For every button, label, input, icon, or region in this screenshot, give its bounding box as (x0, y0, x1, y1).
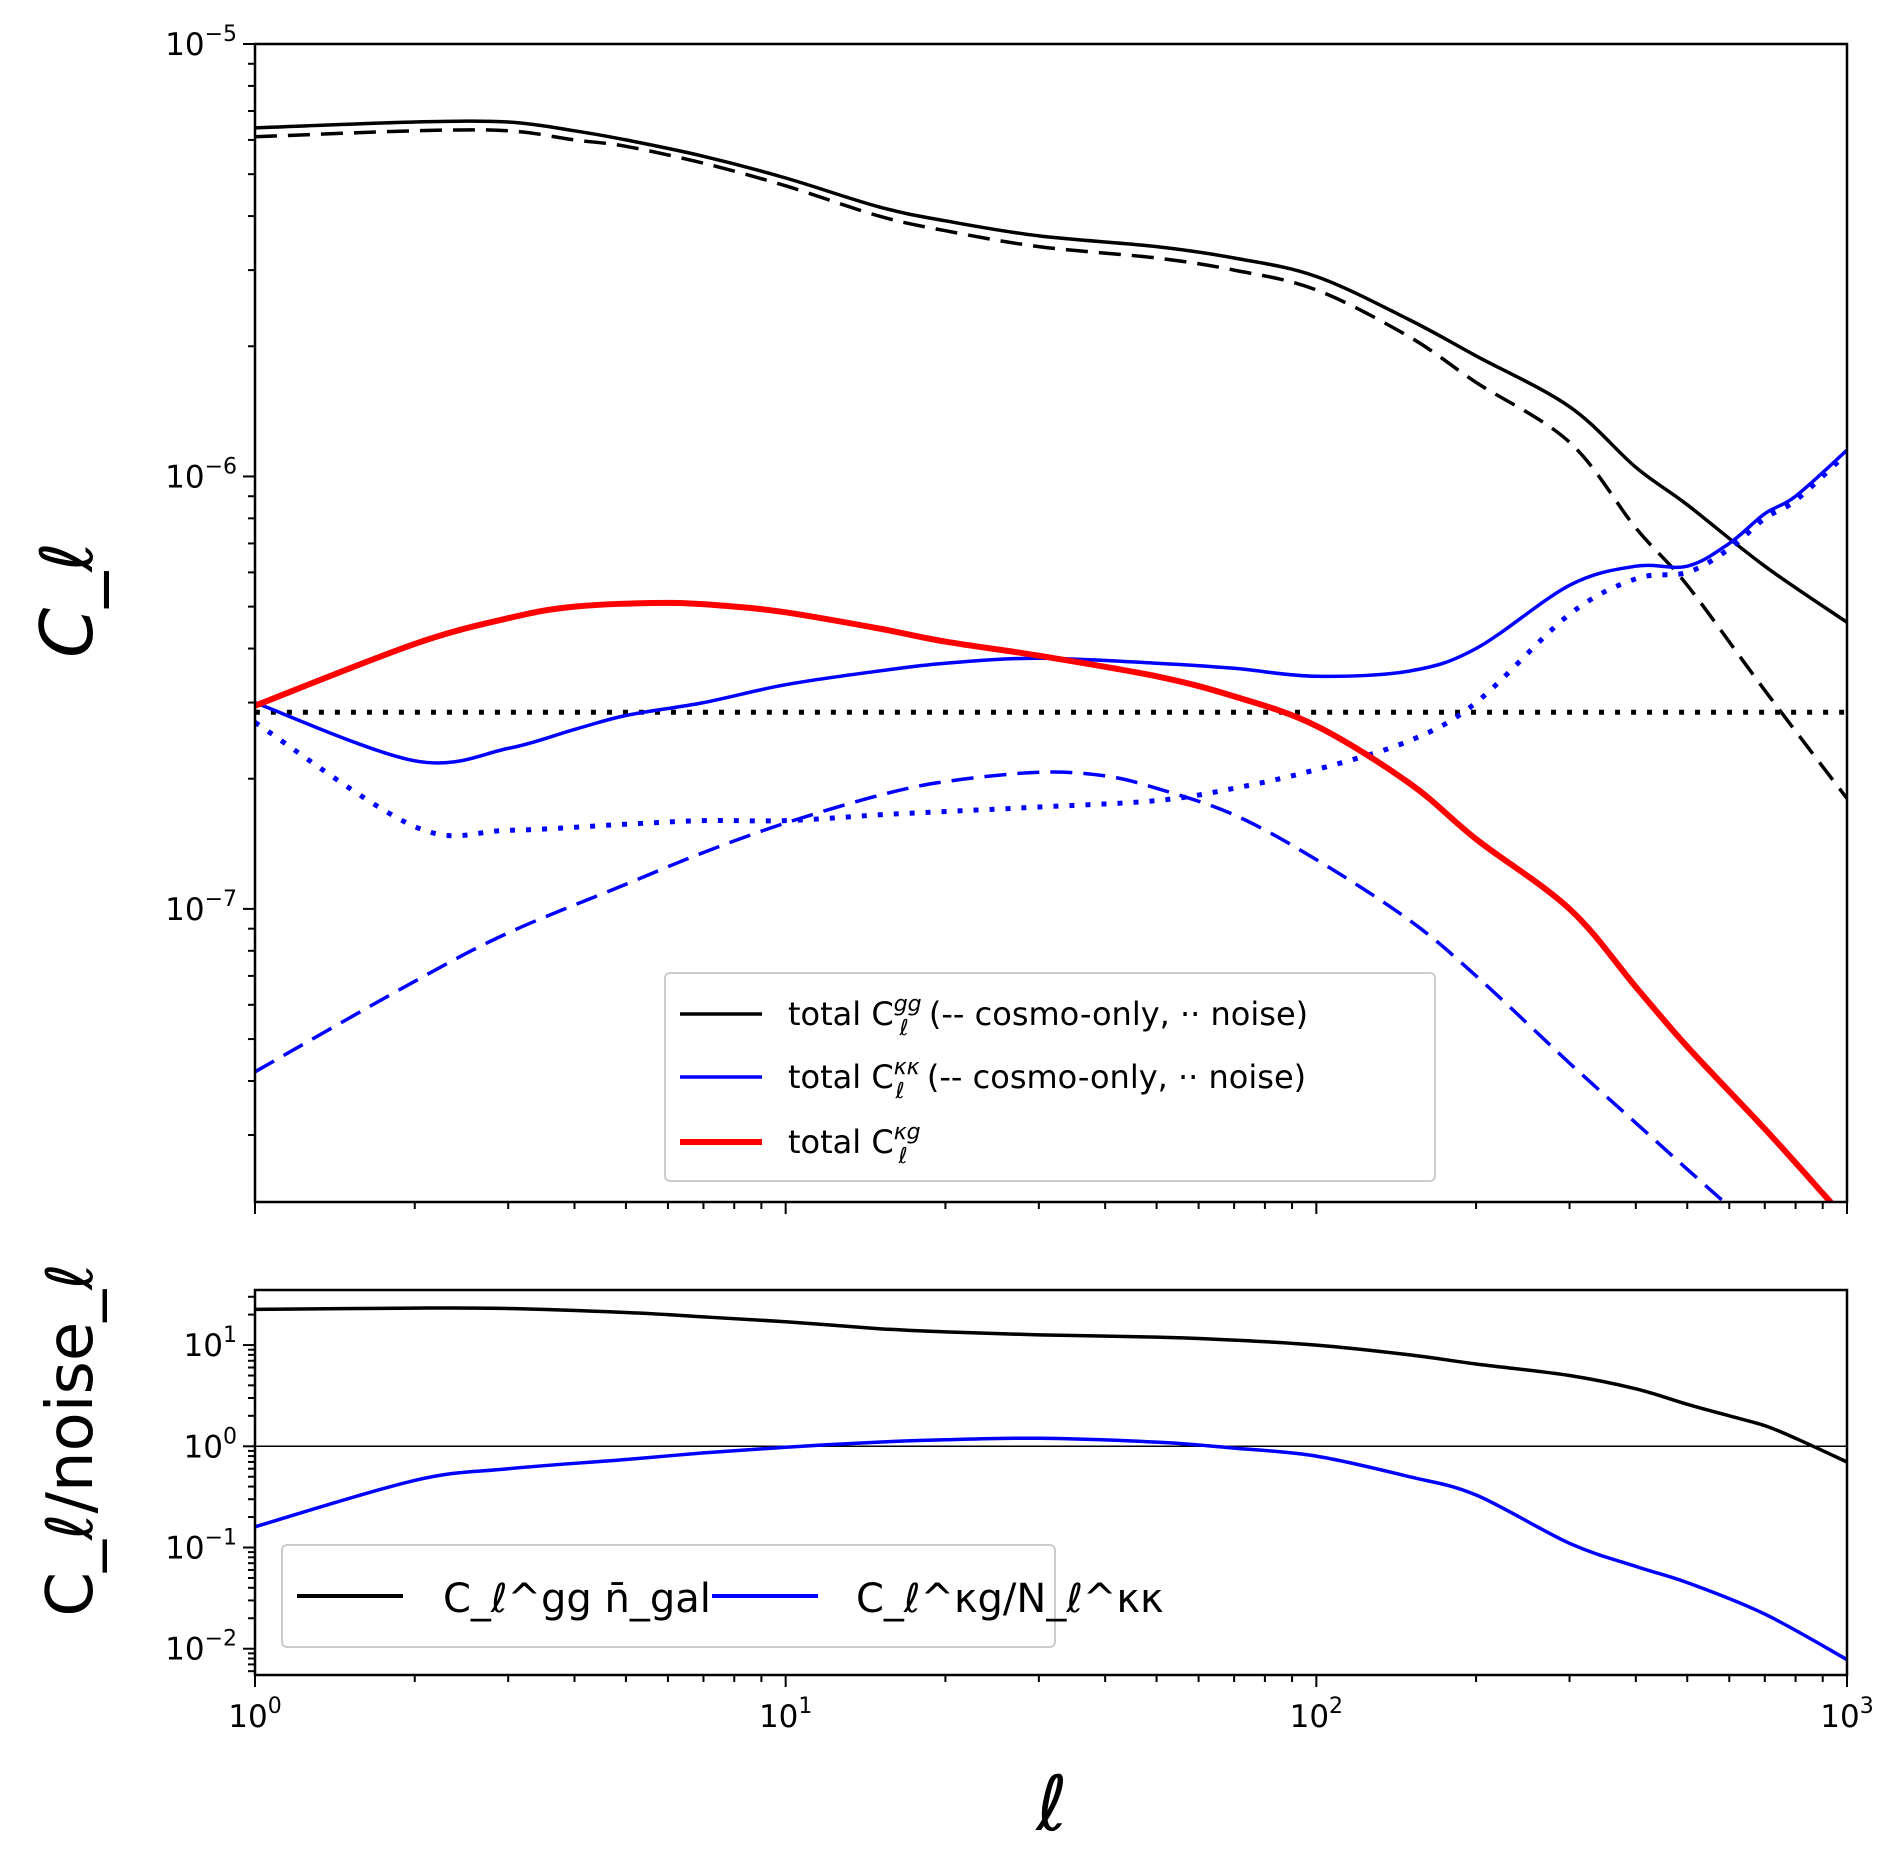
series-kk-total (255, 448, 1847, 765)
top-ytick-label: 10−5 (165, 22, 237, 63)
top-ytick-label: 10−7 (165, 887, 237, 928)
legend-label-gg: total Cgg ℓ (-- cosmo-only, ·· noise) (788, 992, 1308, 1041)
top-plot-area (255, 119, 1847, 1202)
bottom-ylabel: C_ℓ/noise_ℓ (34, 1263, 108, 1616)
bottom-ytick-label: 10−1 (165, 1526, 237, 1567)
bottom-plot-area (255, 1306, 1847, 1662)
top-axes-frame (253, 42, 1849, 1204)
top-panel: 10−5 10−6 10−7 (165, 22, 1849, 1214)
legend-label-kg: total Cκg ℓ (788, 1120, 921, 1169)
bottom-xtick-label: 103 (1820, 1694, 1873, 1735)
series-kk-noise (255, 451, 1847, 839)
series-gg-s-n (255, 1306, 1847, 1464)
bottom-ytick-label: 100 (184, 1424, 237, 1465)
legend-label-gg-snr: C_ℓ^gg n̄_gal (443, 1576, 711, 1622)
bottom-ytick-label: 10−2 (165, 1627, 237, 1668)
bottom-xtick-label: 102 (1290, 1694, 1343, 1735)
series-kg-s-n (255, 1436, 1847, 1662)
legend-label-kk: total Cκκ ℓ (-- cosmo-only, ·· noise) (788, 1055, 1306, 1104)
series-kg-total (255, 599, 1835, 1202)
bottom-xtick-label: 100 (228, 1694, 281, 1735)
bottom-xtick-label: 101 (759, 1694, 812, 1735)
bottom-panel: 101 100 10−1 10−2 100 101 102 103 (165, 1288, 1874, 1735)
bottom-ytick-label: 101 (184, 1323, 237, 1364)
series-gg-total (255, 119, 1847, 624)
series-kk-cosmo-only (255, 770, 1727, 1202)
xlabel: ℓ (1034, 1759, 1067, 1848)
series-gg-cosmo-only (255, 128, 1847, 800)
legend-bottom: C_ℓ^gg n̄_gal C_ℓ^κg/N_ℓ^κκ (281, 1544, 1164, 1648)
top-ylabel: C_ℓ (25, 542, 109, 658)
legend-label-kg-snr: C_ℓ^κg/N_ℓ^κκ (856, 1576, 1164, 1622)
bottom-axes-frame (253, 1288, 1849, 1677)
legend-top: total Cgg ℓ (-- cosmo-only, ·· noise) tot… (664, 972, 1436, 1182)
top-ytick-label: 10−6 (165, 454, 237, 495)
legend-bottom-frame (281, 1544, 1056, 1648)
legend-top-frame (664, 972, 1436, 1182)
